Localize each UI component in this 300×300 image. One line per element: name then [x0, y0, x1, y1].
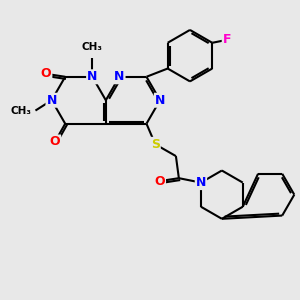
Text: N: N	[114, 70, 124, 83]
Text: O: O	[154, 175, 165, 188]
Text: N: N	[87, 70, 98, 83]
Text: CH₃: CH₃	[10, 106, 31, 116]
Text: F: F	[223, 33, 231, 46]
Text: O: O	[50, 136, 60, 148]
Text: N: N	[196, 176, 206, 189]
Text: N: N	[46, 94, 57, 107]
Text: S: S	[151, 138, 160, 151]
Text: CH₃: CH₃	[82, 42, 103, 52]
Text: O: O	[41, 67, 51, 80]
Text: N: N	[155, 94, 165, 107]
